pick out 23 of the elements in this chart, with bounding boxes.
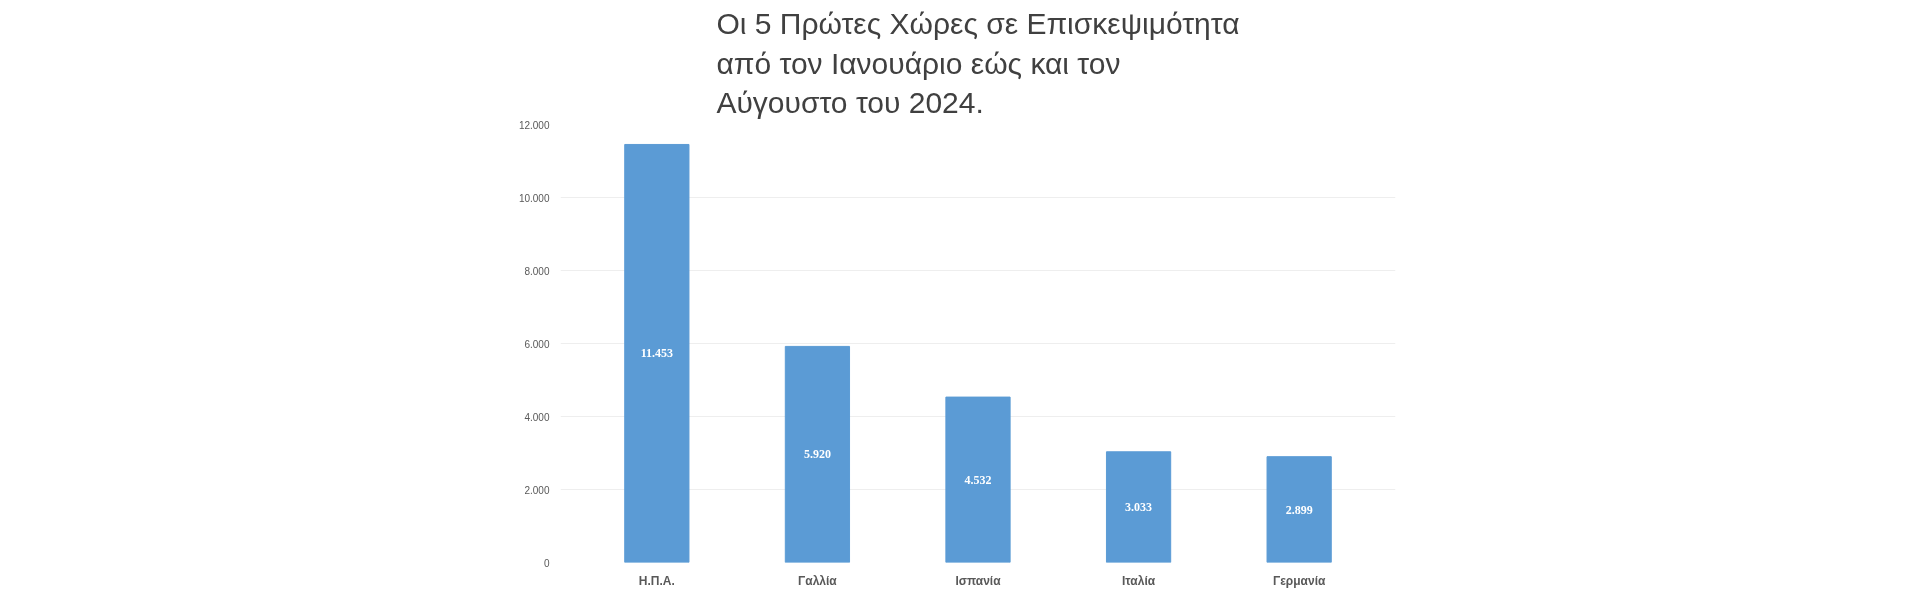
y-tick-label: 6.000 [524, 338, 550, 350]
x-tick-label: Ιταλία [1122, 573, 1156, 588]
chart-title: Οι 5 Πρώτες Χώρες σε Επισκεψιμότητα από τον Ιανουάριο εώς και τον Αύγουστο του 2024. [716, 7, 1240, 120]
y-tick-label: 4.000 [524, 411, 550, 423]
y-tick-label: 8.000 [524, 265, 550, 277]
y-tick-label: 10.000 [518, 192, 550, 204]
bar [1266, 456, 1332, 563]
data-label: 4.532 [964, 472, 992, 487]
x-tick-label: Ισπανία [955, 573, 1002, 588]
y-tick-label: 12.000 [518, 119, 550, 131]
x-tick-label: Γαλλία [798, 573, 838, 588]
bar [945, 396, 1011, 563]
data-label: 5.920 [803, 447, 831, 462]
data-label: 3.033 [1125, 500, 1153, 515]
y-tick-label: 0 [543, 557, 550, 569]
bar [784, 345, 851, 563]
data-label: 11.453 [640, 346, 674, 361]
y-tick-label: 2.000 [524, 484, 550, 496]
bar [1105, 451, 1172, 563]
x-tick-label: Η.Π.Α. [638, 573, 675, 588]
bar [624, 143, 690, 563]
x-tick-label: Γερμανία [1272, 573, 1326, 588]
data-label: 2.899 [1285, 502, 1313, 517]
